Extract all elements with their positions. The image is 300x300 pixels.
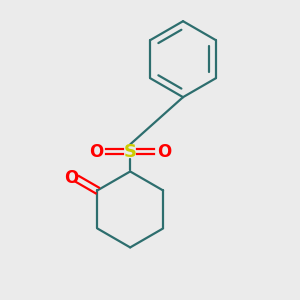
Text: S: S: [124, 143, 137, 161]
Text: O: O: [64, 169, 79, 187]
Text: O: O: [157, 143, 171, 161]
Text: O: O: [89, 143, 103, 161]
